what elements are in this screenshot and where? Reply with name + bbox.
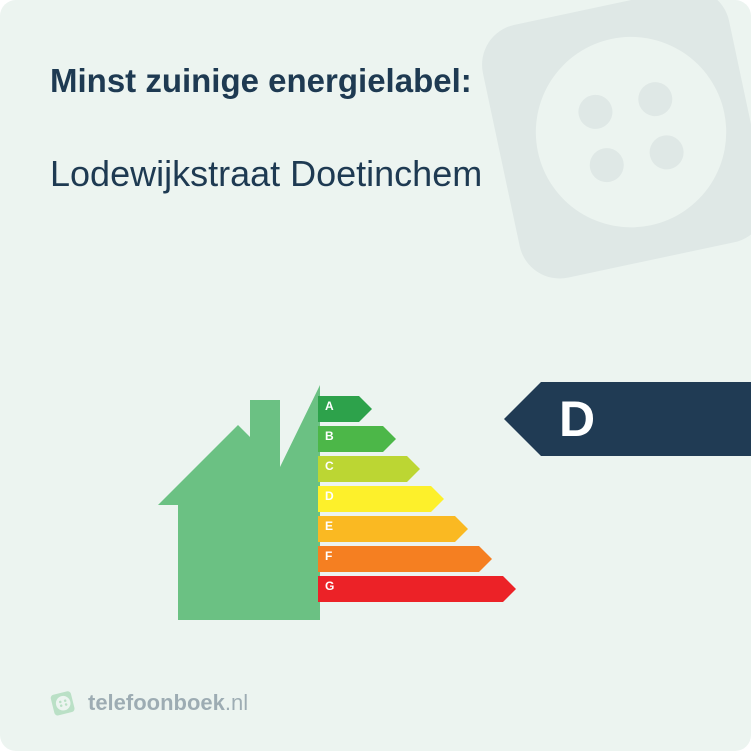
energy-bars: A B C D E F G [318, 394, 516, 604]
energy-bar-c: C [318, 454, 516, 484]
bar-letter: F [325, 549, 332, 563]
energy-bar-e: E [318, 514, 516, 544]
house-icon [150, 385, 320, 620]
bar-letter: B [325, 429, 334, 443]
footer: telefoonboek.nl [50, 689, 248, 717]
badge-letter: D [559, 394, 595, 444]
energy-bar-f: F [318, 544, 516, 574]
bar-shape [318, 546, 492, 572]
energy-bar-b: B [318, 424, 516, 454]
bar-letter: E [325, 519, 333, 533]
footer-brand-bold: telefoonboek [88, 690, 225, 715]
bar-shape [318, 576, 516, 602]
energy-bar-d: D [318, 484, 516, 514]
energy-label-card: Minst zuinige energielabel: Lodewijkstra… [0, 0, 751, 751]
bar-letter: C [325, 459, 334, 473]
bar-letter: D [325, 489, 334, 503]
badge-body: D [541, 382, 751, 456]
footer-brand: telefoonboek.nl [88, 690, 248, 716]
energy-bar-a: A [318, 394, 516, 424]
energy-bar-g: G [318, 574, 516, 604]
bar-shape [318, 516, 468, 542]
bar-letter: A [325, 399, 334, 413]
footer-brand-thin: .nl [225, 690, 248, 715]
bar-shape [318, 486, 444, 512]
phonebook-icon [47, 686, 81, 720]
bar-letter: G [325, 579, 334, 593]
badge-arrow [504, 382, 541, 456]
watermark-phonebook-icon [439, 0, 751, 332]
rating-badge: D [504, 382, 751, 456]
